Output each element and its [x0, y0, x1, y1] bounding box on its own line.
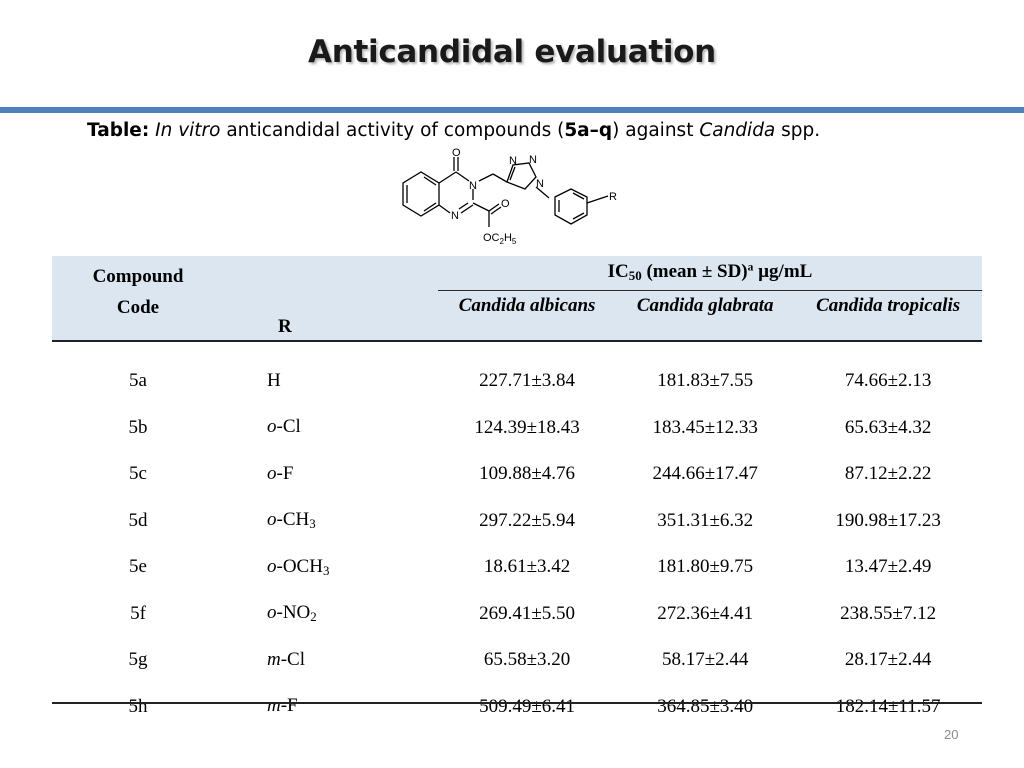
caption-italic-candida: Candida	[699, 120, 776, 141]
value-glabrata: 181.80±9.75	[657, 556, 754, 578]
caption-italic-in-vitro: In vitro	[155, 120, 221, 141]
compound-code: 5g	[128, 649, 148, 671]
value-glabrata: 181.83±7.55	[657, 370, 754, 392]
table-row: 5h m-F 509.49±6.41 364.85±3.40 182.14±11.57	[52, 684, 982, 731]
value-albicans: 18.61±3.42	[483, 556, 571, 578]
page-number: 20	[944, 727, 959, 742]
structure-atom-n1: N	[469, 180, 477, 192]
header-species-glabrata: Candida glabrata	[636, 295, 774, 316]
structure-atom-o-top: O	[452, 147, 461, 159]
header-ic50: IC50 (mean ± SD)a µg/mL	[438, 256, 982, 291]
structure-atom-tri-n3: N	[536, 178, 544, 190]
substituent-r: o-OCH3	[267, 555, 330, 578]
table-row: 5f o-NO2 269.41±5.50 272.36±4.41 238.55±7.12	[52, 591, 982, 638]
compound-code: 5c	[129, 463, 147, 485]
value-albicans: 269.41±5.50	[479, 602, 576, 624]
value-glabrata: 58.17±2.44	[661, 649, 749, 671]
value-albicans: 109.88±4.76	[479, 463, 576, 485]
value-tropicalis: 190.98±17.23	[835, 509, 941, 531]
header-species-albicans: Candida albicans	[458, 295, 596, 316]
structure-atom-tri-n1: N	[509, 155, 517, 167]
substituent-r: m-F	[267, 695, 298, 717]
value-glabrata: 364.85±3.40	[657, 695, 754, 717]
chemical-structure: O N N O N N N R OC2H5	[402, 147, 617, 246]
table-row: 5b o-Cl 124.39±18.43 183.45±12.33 65.63±4.32	[52, 405, 982, 452]
ic50-table: Compound Code R IC50 (mean ± SD)a µg/mL …	[52, 256, 982, 730]
structure-ethoxy: OC2H5	[483, 232, 517, 246]
substituent-r: H	[267, 369, 281, 391]
value-tropicalis: 13.47±2.49	[844, 556, 932, 578]
structure-atom-o-ester: O	[501, 198, 510, 210]
compound-code: 5a	[129, 370, 147, 392]
value-glabrata: 272.36±4.41	[657, 602, 754, 624]
value-glabrata: 183.45±12.33	[652, 416, 758, 438]
table-bottom-rule	[52, 702, 982, 704]
structure-atom-n2: N	[451, 210, 459, 222]
caption-label: Table:	[87, 120, 150, 141]
table-row: 5d o-CH3 297.22±5.94 351.31±6.32 190.98±17.2…	[52, 498, 982, 545]
title-divider	[0, 107, 1024, 113]
compound-code: 5h	[128, 695, 148, 717]
value-albicans: 509.49±6.41	[479, 695, 576, 717]
compound-code: 5b	[128, 416, 148, 438]
table-caption: Table: In vitro anticandidal activity of…	[87, 120, 820, 141]
header-compound-code: Compound Code	[92, 266, 184, 318]
table-row: 5c o-F 109.88±4.76 244.66±17.47 87.12±2.22	[52, 451, 982, 498]
slide-title: Anticandidal evaluation	[308, 34, 716, 70]
substituent-r: o-Cl	[267, 416, 301, 438]
caption-text-1: anticandidal activity of compounds (	[220, 120, 565, 141]
table-row: 5a H 227.71±3.84 181.83±7.55 74.66±2.13	[52, 341, 982, 405]
substituent-r: o-F	[267, 462, 294, 484]
substituent-r: o-NO2	[267, 602, 317, 625]
header-r: R	[278, 316, 292, 337]
value-tropicalis: 74.66±2.13	[844, 370, 932, 392]
value-glabrata: 351.31±6.32	[657, 509, 754, 531]
value-tropicalis: 238.55±7.12	[840, 602, 937, 624]
value-tropicalis: 65.63±4.32	[844, 416, 932, 438]
value-albicans: 124.39±18.43	[474, 416, 580, 438]
caption-text-3: spp.	[775, 120, 821, 141]
caption-text-2: ) against	[612, 120, 700, 141]
value-glabrata: 244.66±17.47	[652, 463, 758, 485]
header-species-tropicalis: Candida tropicalis	[816, 295, 961, 316]
compound-code: 5f	[130, 602, 146, 624]
substituent-r: m-Cl	[267, 648, 306, 670]
value-tropicalis: 182.14±11.57	[835, 695, 941, 717]
substituent-r: o-CH3	[267, 509, 316, 532]
compound-code: 5d	[128, 509, 148, 531]
value-albicans: 227.71±3.84	[479, 370, 576, 392]
table-row: 5g m-Cl 65.58±3.20 58.17±2.44 28.17±2.44	[52, 637, 982, 684]
structure-atom-tri-n2: N	[529, 154, 537, 166]
value-albicans: 65.58±3.20	[483, 649, 571, 671]
structure-atom-r: R	[609, 191, 617, 203]
compound-code: 5e	[129, 556, 147, 578]
value-tropicalis: 87.12±2.22	[844, 463, 932, 485]
value-albicans: 297.22±5.94	[479, 509, 576, 531]
value-tropicalis: 28.17±2.44	[844, 649, 932, 671]
table-row: 5e o-OCH3 18.61±3.42 181.80±9.75 13.47±2.49	[52, 544, 982, 591]
caption-compounds: 5a–q	[564, 120, 613, 141]
